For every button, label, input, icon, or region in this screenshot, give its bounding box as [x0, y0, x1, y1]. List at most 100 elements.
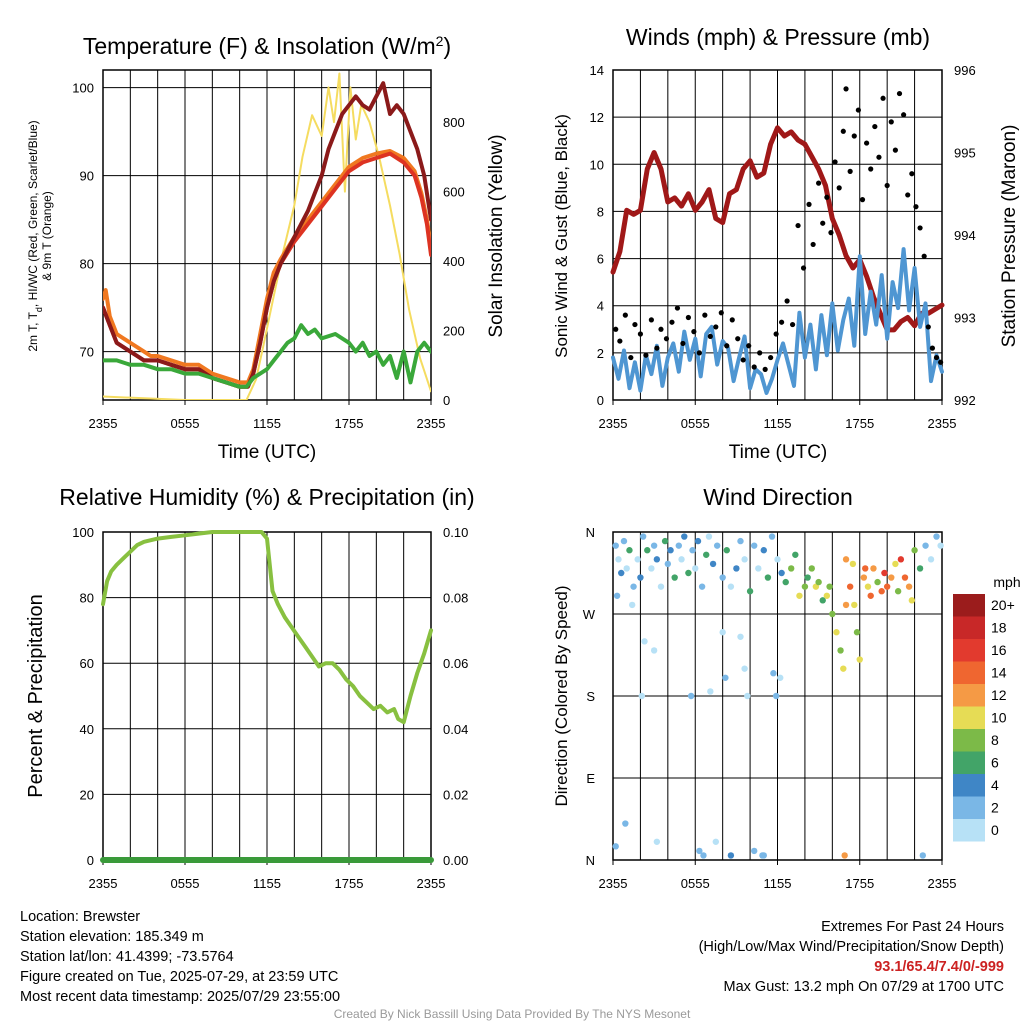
- legend-label: 2: [991, 800, 999, 816]
- gust-point: [622, 312, 628, 318]
- gust-point: [654, 345, 660, 351]
- legend-swatch: [953, 639, 985, 662]
- gust-point: [876, 154, 882, 160]
- gust-point: [859, 197, 866, 203]
- gust-point: [868, 166, 874, 172]
- direction-point: [615, 556, 622, 563]
- gust-point: [751, 364, 757, 370]
- y-tick-label-left: 80: [80, 257, 94, 272]
- direction-point: [644, 547, 651, 554]
- direction-chart-title: Wind Direction: [703, 484, 853, 510]
- wind-series-line: [611, 247, 944, 395]
- solar-series-line: [103, 72, 431, 400]
- gust-point: [933, 354, 940, 361]
- direction-point: [638, 692, 645, 700]
- direction-point: [901, 574, 909, 581]
- x-tick-label: 1155: [253, 416, 281, 431]
- gust-point: [691, 329, 697, 335]
- direction-point: [796, 592, 803, 599]
- y-tick-label-left: 0: [87, 853, 94, 868]
- direction-point: [840, 665, 847, 672]
- gust-point: [917, 225, 923, 231]
- direction-point: [778, 569, 785, 577]
- direction-point: [719, 574, 726, 581]
- direction-point: [713, 542, 721, 549]
- humidity-precip-chart: 2355 0555 1155 1755 2355 0 20 40 60 80 100 0.00 0.02…: [72, 525, 468, 891]
- y-tick-label-left: 6: [597, 252, 604, 267]
- direction-point: [837, 647, 844, 654]
- direction-point: [772, 692, 780, 700]
- y-tick-label-left: 4: [597, 299, 604, 314]
- direction-point: [853, 629, 861, 636]
- legend-label: 18: [991, 620, 1007, 636]
- gust-point: [836, 185, 842, 191]
- direction-point: [750, 542, 758, 549]
- gust-point: [762, 366, 768, 372]
- gust-point: [779, 319, 785, 325]
- direction-point: [867, 592, 874, 599]
- direction-point: [894, 588, 902, 595]
- direction-point: [722, 674, 729, 681]
- y-tick-label-right: 400: [443, 254, 465, 269]
- direction-point: [922, 542, 929, 549]
- direction-point: [744, 692, 751, 700]
- direction-point: [911, 547, 918, 554]
- direction-point: [808, 565, 815, 572]
- gust-point: [768, 354, 774, 361]
- direction-chart-ylabel: Direction (Colored By Speed): [552, 585, 571, 806]
- gust-point: [806, 201, 812, 207]
- gust-point: [746, 343, 752, 349]
- gust-point: [643, 352, 649, 358]
- legend-swatch: [953, 751, 985, 774]
- legend-swatch: [953, 796, 985, 819]
- direction-point: [905, 583, 913, 590]
- direction-point: [612, 843, 619, 850]
- gust-point: [851, 133, 857, 139]
- x-tick-label: 1755: [845, 416, 874, 431]
- legend-swatch: [953, 594, 985, 617]
- gust-point: [921, 253, 927, 259]
- y-tick-label-left: 100: [72, 81, 94, 96]
- y-tick-label-right: 992: [954, 393, 976, 408]
- direction-point: [712, 838, 720, 845]
- direction-point: [664, 560, 672, 568]
- gust-point: [729, 317, 735, 323]
- y-tick-label-right: 600: [443, 185, 465, 200]
- direction-point: [653, 838, 661, 845]
- x-tick-label: 1155: [764, 876, 792, 891]
- gust-point: [680, 340, 686, 347]
- gust-point: [637, 331, 644, 337]
- y-tick-label-right: 200: [443, 324, 465, 339]
- direction-point: [760, 547, 767, 554]
- x-tick-label: 2355: [89, 876, 118, 891]
- direction-point: [648, 565, 655, 572]
- gust-point: [832, 159, 838, 165]
- x-tick-label: 2355: [928, 876, 957, 891]
- x-tick-label: 1755: [335, 876, 364, 891]
- x-tick-label: 2355: [599, 416, 628, 431]
- station-info: Location: Brewster Station elevation: 18…: [20, 907, 340, 1007]
- gust-point: [925, 324, 931, 330]
- direction-point: [626, 547, 633, 554]
- gust-point: [888, 119, 894, 125]
- gust-point: [864, 140, 870, 146]
- gust-point: [718, 310, 724, 316]
- gust-point: [847, 168, 853, 174]
- y-tick-label-left: 0: [597, 393, 604, 408]
- direction-point: [723, 547, 730, 554]
- direction-point: [622, 820, 629, 827]
- speed-color-legend: mph 20+ 18 16 14 12 10 8 6 4 2 0: [953, 574, 1021, 842]
- direction-point: [826, 583, 833, 590]
- temp-insolation-chart: 2355 0555 1155 1755 2355 70 80 90 100 0 200 400 600 8…: [72, 69, 465, 431]
- legend-label: 10: [991, 710, 1007, 726]
- gust-point: [905, 192, 911, 198]
- gust-point: [696, 350, 702, 356]
- gust-point: [909, 171, 915, 177]
- direction-tick-label: E: [586, 771, 595, 786]
- direction-point: [694, 537, 702, 545]
- gust-point: [773, 331, 779, 337]
- direction-point: [782, 578, 789, 586]
- x-tick-label: 1155: [253, 876, 281, 891]
- direction-tick-label: N: [586, 525, 595, 540]
